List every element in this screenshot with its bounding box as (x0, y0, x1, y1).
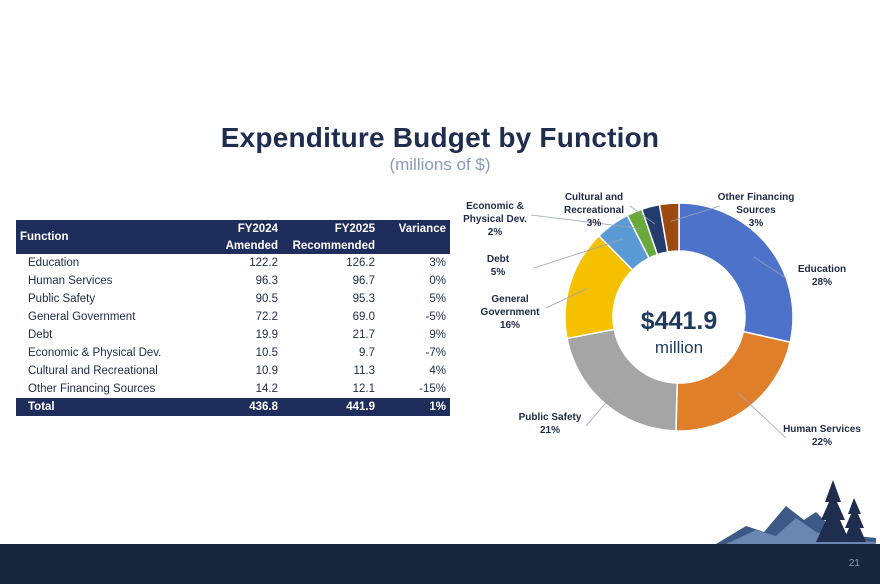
slice-label: Other Financing Sources 3% (718, 192, 795, 229)
leader-line (530, 214, 642, 230)
cell-function: Other Financing Sources (28, 383, 156, 395)
cell-function: Education (28, 257, 80, 269)
cell-fy2025: 9.7 (359, 347, 375, 359)
leader-line (670, 205, 721, 222)
table-row: Cultural and Recreational 10.9 11.3 4% (16, 362, 450, 380)
slice-label: Cultural and Recreational 3% (564, 192, 624, 229)
table-row: Human Services 96.3 96.7 0% (16, 272, 450, 290)
cell-variance: -15% (419, 383, 446, 395)
cell-fy2024: 122.2 (249, 257, 278, 269)
cell-fy2024: 10.9 (255, 365, 278, 377)
cell-function: Public Safety (28, 293, 96, 305)
header-variance-sub (379, 237, 450, 254)
table-header-row: Function FY2024 FY2025 Variance (16, 220, 450, 254)
table-row: Economic & Physical Dev. 10.5 9.7 -7% (16, 344, 450, 362)
leader-line (585, 389, 618, 427)
header-fy2024-sub: Amended (184, 237, 282, 254)
total-variance: 1% (379, 398, 450, 416)
table-row: Education 122.2 126.2 3% (16, 254, 450, 272)
cell-variance: 3% (429, 257, 446, 269)
total-fy2024: 436.8 (184, 398, 282, 416)
slice-label: Education 28% (798, 264, 846, 288)
cell-function: Economic & Physical Dev. (28, 347, 162, 359)
cell-variance: 5% (429, 293, 446, 305)
cell-fy2024: 96.3 (255, 275, 278, 287)
leader-line (545, 288, 588, 309)
total-label: Total (16, 398, 184, 416)
table-row: General Government 72.2 69.0 -5% (16, 308, 450, 326)
cell-variance: -7% (425, 347, 446, 359)
table-header-row-2: Amended Recommended (16, 237, 450, 254)
budget-table: Function FY2024 FY2025 Variance Amended … (16, 220, 450, 416)
header-fy2025: FY2025 (282, 220, 379, 237)
page-number: 21 (848, 558, 860, 569)
header-fy2025-sub: Recommended (282, 237, 379, 254)
donut-center-value: $441.9 (641, 307, 717, 335)
cell-variance: 9% (429, 329, 446, 341)
slice-label: Debt 5% (487, 254, 510, 278)
leader-line (753, 256, 787, 279)
cell-fy2024: 19.9 (255, 329, 278, 341)
cell-fy2024: 90.5 (255, 293, 278, 305)
leader-line (629, 205, 656, 225)
page-subtitle: (millions of $) (389, 155, 491, 174)
cell-fy2025: 12.1 (352, 383, 375, 395)
table-total-row: Total 436.8 441.9 1% (16, 398, 450, 416)
leader-line (533, 238, 623, 269)
cell-fy2025: 126.2 (346, 257, 375, 269)
cell-function: Human Services (28, 275, 113, 287)
cell-fy2025: 21.7 (352, 329, 375, 341)
slice-label: Public Safety 21% (519, 412, 582, 436)
cell-function: Cultural and Recreational (28, 365, 158, 377)
donut-slice (658, 202, 680, 253)
slice-label: Economic & Physical Dev. 2% (463, 201, 527, 238)
cell-variance: -5% (425, 311, 446, 323)
table-row: Other Financing Sources 14.2 12.1 -15% (16, 380, 450, 398)
donut-chart: Education 28% Human Services 22% Public Safe… (463, 192, 861, 448)
cell-fy2025: 95.3 (352, 293, 375, 305)
cell-variance: 4% (429, 365, 446, 377)
cell-fy2024: 14.2 (255, 383, 278, 395)
total-fy2025: 441.9 (282, 398, 379, 416)
cell-fy2024: 10.5 (255, 347, 278, 359)
cell-fy2025: 69.0 (352, 311, 375, 323)
cell-fy2024: 72.2 (255, 311, 278, 323)
donut-center-unit: million (655, 338, 703, 357)
footer-bar (0, 544, 880, 584)
donut-slice (678, 202, 794, 344)
table-row: Public Safety 90.5 95.3 5% (16, 290, 450, 308)
slice-label: Human Services 22% (783, 424, 861, 448)
cell-fy2025: 96.7 (352, 275, 375, 287)
header-fy2024: FY2024 (184, 220, 282, 237)
cell-function: General Government (28, 311, 136, 323)
header-function: Function (16, 220, 184, 254)
mountain-logo (716, 480, 876, 546)
page-title: Expenditure Budget by Function (220, 122, 660, 153)
slice-label: General Government 16% (481, 294, 541, 331)
header-variance: Variance (379, 220, 450, 237)
table-row: Debt 19.9 21.7 9% (16, 326, 450, 344)
leader-line (737, 392, 787, 439)
cell-function: Debt (28, 329, 53, 341)
cell-fy2025: 11.3 (353, 365, 375, 377)
cell-variance: 0% (429, 275, 446, 287)
